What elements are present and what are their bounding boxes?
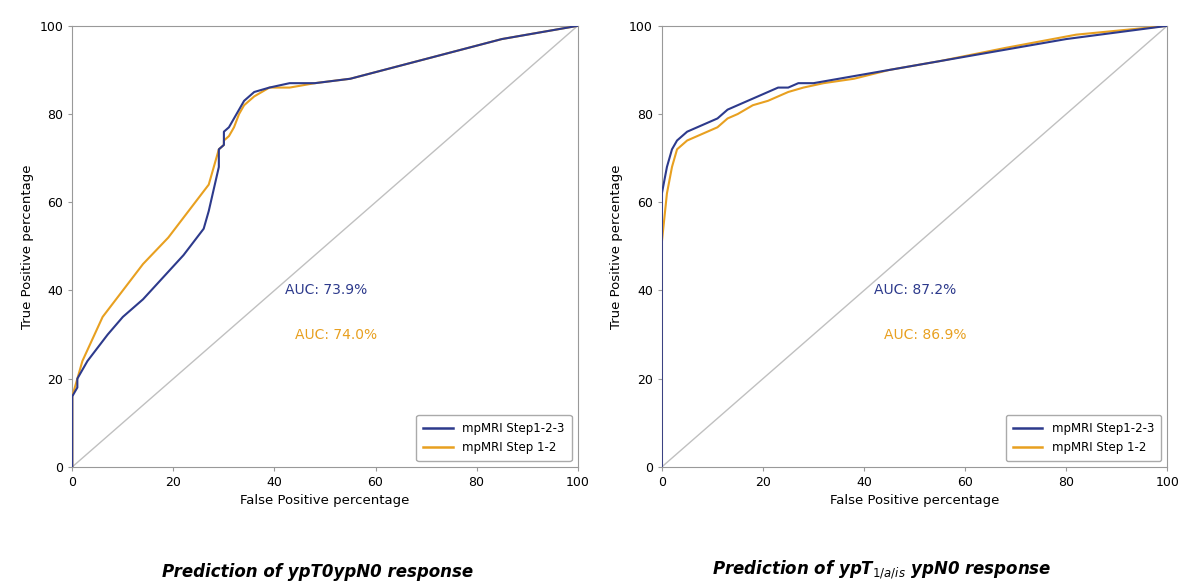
X-axis label: False Positive percentage: False Positive percentage bbox=[240, 494, 409, 508]
Text: AUC: 87.2%: AUC: 87.2% bbox=[874, 284, 956, 298]
Text: AUC: 74.0%: AUC: 74.0% bbox=[295, 328, 377, 342]
Y-axis label: True Positive percentage: True Positive percentage bbox=[611, 164, 624, 329]
Text: AUC: 73.9%: AUC: 73.9% bbox=[284, 284, 367, 298]
Legend: mpMRI Step1-2-3, mpMRI Step 1-2: mpMRI Step1-2-3, mpMRI Step 1-2 bbox=[416, 415, 571, 461]
Text: AUC: 86.9%: AUC: 86.9% bbox=[884, 328, 967, 342]
Y-axis label: True Positive percentage: True Positive percentage bbox=[20, 164, 34, 329]
Text: Prediction of ypT0ypN0 response: Prediction of ypT0ypN0 response bbox=[162, 563, 474, 581]
Legend: mpMRI Step1-2-3, mpMRI Step 1-2: mpMRI Step1-2-3, mpMRI Step 1-2 bbox=[1006, 415, 1162, 461]
X-axis label: False Positive percentage: False Positive percentage bbox=[830, 494, 1000, 508]
Text: Prediction of ypT$_{1/a/is}$ ypN0 response: Prediction of ypT$_{1/a/is}$ ypN0 respon… bbox=[713, 558, 1051, 581]
